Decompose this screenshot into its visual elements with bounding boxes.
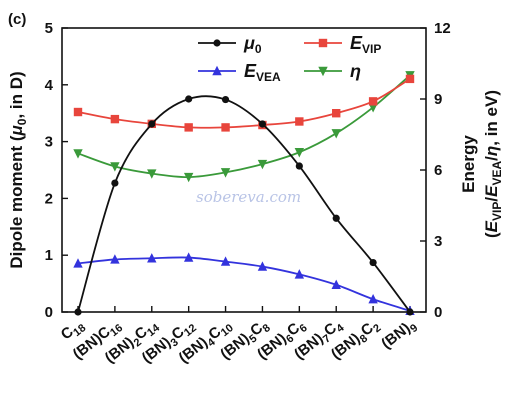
watermark: sobereva.com [196, 188, 301, 206]
data-point [74, 308, 82, 316]
left-tick-label: 1 [45, 247, 53, 264]
right-tick-label: 3 [434, 233, 442, 250]
data-point [406, 308, 414, 316]
series-line [77, 74, 411, 179]
data-point [110, 114, 120, 124]
legend-item: EVEA [198, 61, 281, 84]
left-axis-label: Dipole moment (μ0, in D) [7, 71, 29, 268]
data-point [405, 74, 415, 84]
x-tick-label: (BN)9 [378, 316, 420, 355]
data-point [111, 179, 119, 187]
data-point [184, 123, 193, 132]
legend-label: μ0 [243, 33, 262, 56]
left-tick-label: 0 [45, 304, 53, 321]
data-point [220, 256, 231, 266]
right-tick-label: 9 [434, 91, 442, 108]
legend: μ0 EVIP EVEA η [198, 33, 381, 84]
legend-item: μ0 [198, 33, 262, 56]
legend-item: EVIP [304, 33, 381, 56]
series-2 [73, 252, 415, 316]
x-tick-label: (BN)7C4 [291, 315, 347, 365]
legend-label: η [350, 61, 361, 81]
legend-swatch-marker [318, 38, 328, 48]
legend-swatch-marker [213, 39, 221, 47]
data-point [294, 269, 305, 279]
data-point [258, 120, 267, 128]
data-point [183, 172, 194, 183]
data-point [148, 120, 156, 128]
data-point [332, 109, 341, 118]
data-point [73, 107, 83, 117]
data-point [368, 97, 378, 106]
legend-swatch-marker [212, 65, 222, 76]
data-point [147, 169, 157, 179]
right-tick-label: 12 [434, 20, 451, 37]
data-point [331, 129, 341, 139]
data-point [110, 162, 120, 172]
data-point [368, 294, 378, 304]
right-tick-label: 6 [434, 162, 442, 179]
data-point [73, 149, 83, 159]
series-line [77, 95, 411, 313]
data-point [221, 95, 230, 104]
data-point [294, 148, 305, 158]
data-point [295, 117, 304, 126]
right-axis-label-line1: Energy [459, 135, 478, 193]
data-point [257, 159, 268, 170]
left-tick-label: 5 [45, 20, 53, 37]
right-tick-label: 0 [434, 304, 442, 321]
data-point [183, 252, 194, 262]
left-tick-label: 2 [45, 190, 53, 207]
left-tick-label: 3 [45, 134, 53, 151]
data-point [257, 261, 268, 271]
data-point [185, 95, 193, 103]
data-point [147, 253, 157, 263]
data-point [332, 214, 340, 222]
data-point [369, 258, 377, 267]
data-point [73, 258, 83, 268]
data-point [331, 279, 341, 289]
legend-label: EVEA [244, 61, 281, 84]
right-axis-label-line2: (EVIP/EVEA/η, in eV) [482, 90, 504, 238]
panel-label: (c) [8, 11, 26, 28]
left-tick-label: 4 [45, 77, 54, 94]
legend-label: EVIP [350, 33, 381, 56]
series-line [77, 78, 411, 129]
data-point [220, 168, 231, 178]
legend-item: η [304, 61, 361, 81]
series-1 [73, 74, 415, 132]
series-0 [74, 95, 414, 316]
data-point [110, 254, 120, 264]
data-point [221, 123, 230, 132]
legend-swatch-marker [318, 66, 328, 77]
data-point [295, 162, 303, 170]
series-line [77, 256, 411, 312]
